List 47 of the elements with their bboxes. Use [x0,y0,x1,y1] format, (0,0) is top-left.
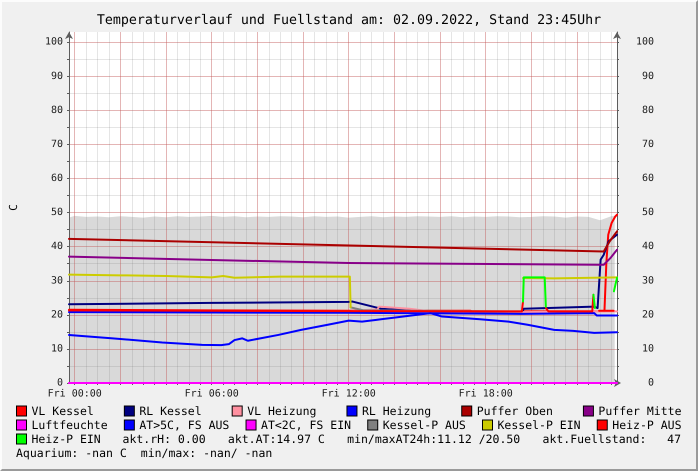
legend-label: Kessel-P AUS [382,418,466,432]
y-tick-label: 90 [50,70,63,82]
y2-tick-label: 0 [648,378,654,388]
text: min/max: -nan/ -nan [140,446,272,460]
y-tick-label: 80 [50,104,63,116]
legend-label: RL Kessel [139,404,202,418]
legend-label: Puffer Oben [476,404,553,418]
legend-label: VL Heizung [247,404,316,418]
legend-label: VL Kessel [32,404,94,418]
legend-label: AT>5C, FS AUS [139,418,230,432]
y-tick-label: 70 [50,138,63,150]
chart-title: Temperaturverlauf und Fuellstand am: 02.09.2022, Stand 23:45Uhr [96,13,602,28]
legend-label: Heiz-P EIN [32,432,101,446]
y-tick-label: 40 [50,241,63,252]
legend-label: Puffer Mitte [598,404,682,418]
text: akt.rH: 0.00 [122,432,206,446]
y-tick-label: 10 [50,343,63,354]
legend-label: Heiz-P AUS [612,418,682,432]
y2-tick-label: 60 [642,173,654,184]
x-tick-label: Fri 12:00 [322,388,376,400]
y2-tick-label: 70 [642,138,654,150]
text: akt.Fuellstand: 47 [542,432,682,446]
text: Aquarium: -nan C [16,446,127,460]
legend-label: AT<2C, FS EIN [261,418,352,432]
x-tick-label: Fri 18:00 [458,388,513,400]
text: min/maxAT24h:11.12 /20.50 [347,432,520,446]
y2-tick-label: 30 [642,275,654,286]
legend-label: Luftfeuchte [32,418,108,432]
y2-tick-label: 80 [642,104,654,116]
y-axis-title: C [7,204,20,211]
y2-tick-label: 100 [636,36,654,48]
text: akt.AT:14.97 C [228,432,325,446]
x-tick-label: Fri 06:00 [184,388,239,400]
y2-tick-label: 40 [642,241,654,252]
legend-label: Kessel-P EIN [497,418,581,432]
y2-tick-label: 10 [642,343,654,354]
y2-tick-label: 90 [642,70,654,82]
y2-tick-label: 20 [642,309,654,320]
y-tick-label: 20 [50,309,63,320]
legend-label: RL Heizung [362,404,432,418]
y-tick-label: 100 [44,36,63,48]
y2-tick-label: 50 [642,207,654,218]
x-tick-label: Fri 00:00 [48,388,102,400]
y-tick-label: 0 [56,378,63,388]
y-tick-label: 30 [50,275,63,286]
y-tick-label: 60 [50,173,63,184]
y-tick-label: 50 [50,207,63,218]
